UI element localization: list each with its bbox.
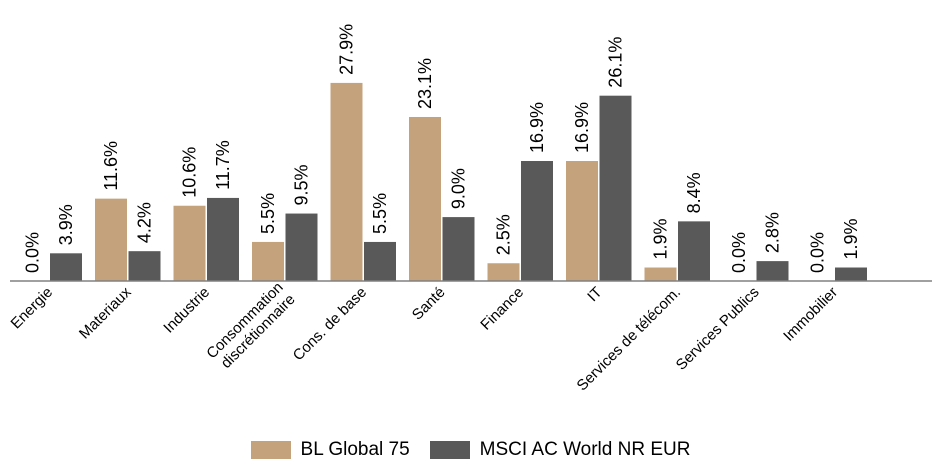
bar-s1-c8 bbox=[678, 221, 710, 281]
category-label-line: Santé bbox=[409, 284, 449, 324]
bar-s0-c3 bbox=[252, 241, 284, 281]
data-label-s0-c1: 11.6% bbox=[101, 141, 121, 191]
category-label-7: IT bbox=[584, 284, 605, 305]
category-label-5: Santé bbox=[409, 284, 449, 324]
data-label-s1-c4: 5.5% bbox=[370, 193, 390, 234]
data-label-s0-c9: 0.0% bbox=[729, 232, 749, 273]
bar-s1-c10 bbox=[835, 267, 867, 281]
bar-s1-c9 bbox=[756, 261, 789, 281]
data-label-s1-c8: 8.4% bbox=[684, 172, 704, 213]
category-label-line: Immobilier bbox=[780, 284, 841, 345]
bar-s0-c7 bbox=[566, 161, 598, 281]
bar-s0-c2 bbox=[173, 205, 206, 281]
legend-item-bl-global: BL Global 75 bbox=[250, 439, 410, 461]
bar-s0-c5 bbox=[409, 116, 441, 282]
category-label-line: IT bbox=[584, 284, 605, 305]
data-label-s1-c10: 1.9% bbox=[841, 218, 861, 259]
legend-swatch-msci bbox=[429, 441, 470, 459]
category-label-0: Energie bbox=[7, 284, 56, 333]
category-label-3: Consommationdiscrétionnaire bbox=[203, 279, 298, 374]
chart: 0.0% 3.9% Energie 11.6% 4.2% Materiaux 10.6% 11… bbox=[7, 24, 932, 394]
legend-item-msci: MSCI AC World NR EUR bbox=[429, 439, 691, 461]
category-label-10: Immobilier bbox=[780, 284, 841, 345]
category-label-line: Finance bbox=[477, 284, 527, 334]
category-label-line: Industrie bbox=[160, 284, 213, 337]
data-label-s0-c10: 0.0% bbox=[808, 232, 828, 273]
bar-s0-c4 bbox=[330, 82, 363, 281]
bar-s0-c1 bbox=[95, 198, 127, 281]
bar-s1-c7 bbox=[599, 95, 632, 281]
data-label-s0-c2: 10.6% bbox=[180, 147, 200, 198]
data-label-s0-c4: 27.9% bbox=[337, 24, 357, 75]
category-label-1: Materiaux bbox=[76, 283, 135, 342]
data-label-s1-c5: 9.0% bbox=[449, 168, 469, 209]
category-label-line: Services Publics bbox=[673, 284, 763, 374]
bar-s1-c6 bbox=[521, 161, 553, 281]
category-label-line: Energie bbox=[7, 284, 56, 333]
data-label-s0-c5: 23.1% bbox=[415, 58, 435, 109]
category-label-line: Cons. de base bbox=[290, 284, 370, 364]
bar-s1-c3 bbox=[285, 213, 318, 281]
legend-swatch-bl-global bbox=[250, 441, 291, 459]
data-label-s0-c8: 1.9% bbox=[651, 218, 671, 259]
data-label-s1-c1: 4.2% bbox=[135, 202, 155, 243]
data-label-s0-c6: 2.5% bbox=[494, 214, 514, 255]
bar-s1-c0 bbox=[50, 253, 82, 281]
category-label-2: Industrie bbox=[160, 284, 213, 337]
bar-s1-c2 bbox=[207, 197, 239, 281]
bar-s1-c4 bbox=[364, 241, 396, 281]
data-label-s0-c3: 5.5% bbox=[258, 193, 278, 234]
bar-s0-c8 bbox=[644, 267, 677, 281]
category-label-line: Materiaux bbox=[76, 283, 135, 342]
category-label-4: Cons. de base bbox=[290, 284, 370, 364]
legend-label-bl-global: BL Global 75 bbox=[300, 439, 410, 460]
data-label-s1-c0: 3.9% bbox=[56, 204, 76, 245]
legend: BL Global 75 MSCI AC World NR EUR bbox=[0, 438, 941, 462]
category-label-9: Services Publics bbox=[673, 284, 763, 374]
bar-s0-c6 bbox=[487, 263, 520, 281]
data-label-s0-c7: 16.9% bbox=[572, 102, 592, 153]
data-label-s1-c7: 26.1% bbox=[606, 37, 626, 88]
data-label-s1-c9: 2.8% bbox=[763, 212, 783, 253]
data-label-s0-c0: 0.0% bbox=[23, 232, 43, 273]
bar-s1-c5 bbox=[442, 217, 475, 281]
category-label-6: Finance bbox=[477, 284, 527, 334]
data-label-s1-c2: 11.7% bbox=[213, 140, 233, 190]
bar-s1-c1 bbox=[128, 251, 161, 281]
legend-label-msci: MSCI AC World NR EUR bbox=[479, 439, 691, 460]
data-label-s1-c6: 16.9% bbox=[527, 102, 547, 153]
data-label-s1-c3: 9.5% bbox=[292, 165, 312, 206]
